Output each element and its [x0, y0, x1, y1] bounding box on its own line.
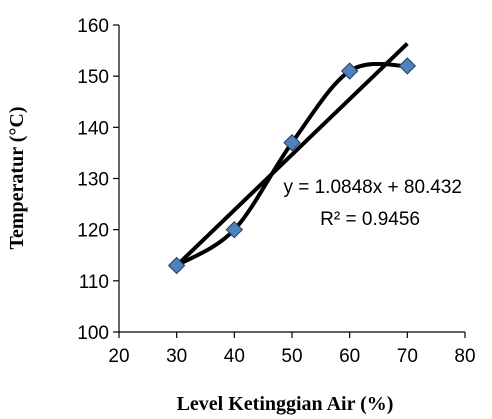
smooth-series-line — [175, 62, 408, 268]
x-tick-label: 70 — [397, 346, 418, 367]
y-tick-label: 150 — [77, 67, 109, 88]
data-point-marker — [340, 62, 359, 80]
y-axis-title: Temperatur (°C) — [6, 107, 28, 250]
y-tick-label: 120 — [77, 221, 109, 242]
plot-area: 100 110 120 130 140 150 160 20 30 40 50 60 70 80 — [77, 16, 475, 367]
x-tick-label: 40 — [224, 346, 245, 367]
y-tick-label: 110 — [79, 272, 109, 293]
y-tick-label: 130 — [77, 170, 109, 191]
y-tick-label: 100 — [77, 323, 109, 344]
x-axis-title: Level Ketinggian Air (%) — [177, 393, 394, 415]
x-tick-label: 80 — [454, 346, 475, 367]
x-tick-label: 30 — [166, 346, 187, 367]
data-point-marker — [225, 220, 244, 239]
data-point-marker — [283, 133, 301, 152]
trendline-equation: y = 1.0848x + 80.432 — [283, 177, 462, 198]
x-tick-label: 20 — [108, 346, 129, 367]
x-tick-label: 50 — [281, 346, 302, 367]
linear-trendline — [175, 42, 409, 268]
y-tick-label: 140 — [77, 118, 109, 139]
x-tick-label: 60 — [339, 346, 360, 367]
y-tick-label: 160 — [77, 16, 109, 37]
data-point-marker — [398, 57, 417, 75]
trendline-r2: R² = 0.9456 — [320, 209, 420, 230]
data-point-marker — [167, 256, 186, 275]
